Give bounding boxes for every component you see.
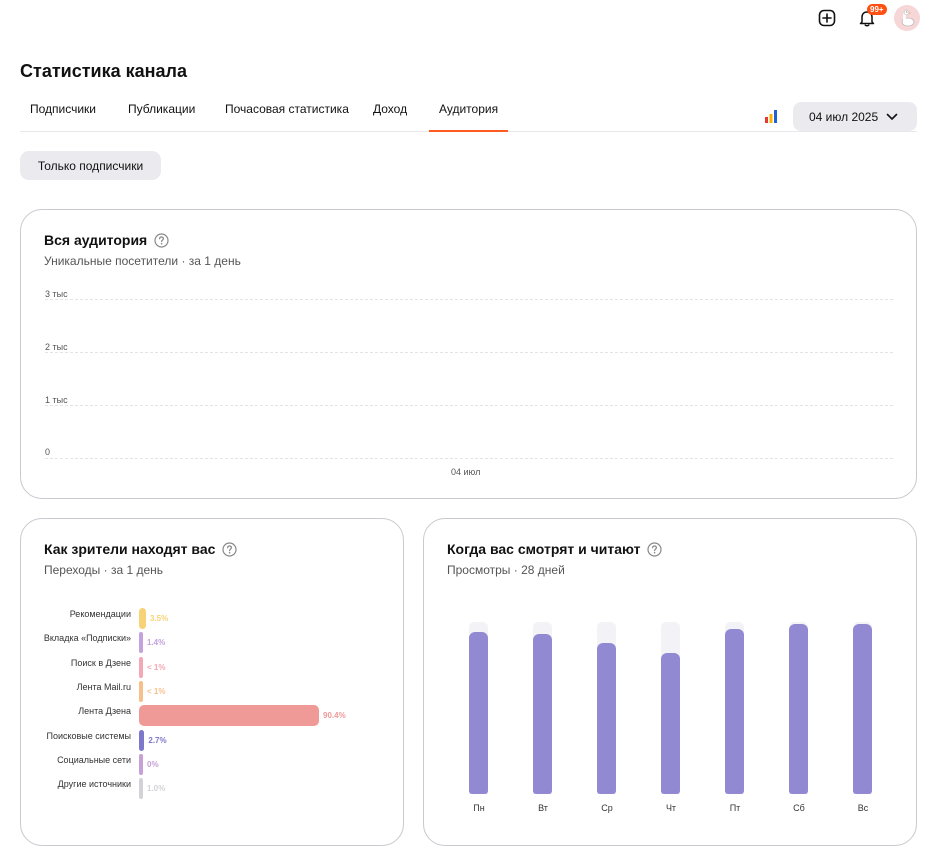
weekday-bar[interactable]	[597, 642, 616, 794]
source-value-label: 90.4%	[323, 711, 346, 721]
tab-subscribers[interactable]: Подписчики	[30, 102, 97, 116]
source-bar[interactable]	[139, 753, 143, 775]
source-value-label: 1.0%	[147, 784, 166, 794]
tabs-bar: Подписчики Публикации Почасовая статисти…	[20, 94, 917, 132]
tab-income[interactable]: Доход	[373, 102, 408, 116]
source-value-label: < 1%	[147, 686, 166, 696]
source-value-label: 2.7%	[148, 735, 167, 745]
weekday-bar[interactable]	[789, 623, 808, 794]
source-bar[interactable]	[139, 705, 319, 727]
chevron-down-icon	[886, 113, 898, 120]
top-bar: 99+	[814, 4, 920, 32]
source-label: Другие источники	[57, 779, 131, 790]
source-label: Лента Дзена	[78, 706, 131, 717]
source-bar[interactable]	[139, 656, 143, 678]
weekday-label: Ср	[601, 803, 613, 813]
source-label: Поиск в Дзене	[70, 657, 131, 668]
weekday-label: Вс	[857, 803, 869, 813]
gridline	[45, 352, 893, 353]
weekday-card-title: Когда вас смотрят и читают	[447, 541, 641, 557]
weekday-label: Сб	[793, 803, 805, 813]
source-bar[interactable]	[139, 680, 143, 702]
add-square-icon	[818, 9, 836, 27]
date-selector-label: 04 июл 2025	[809, 109, 879, 124]
audience-card: Вся аудитория Уникальные посетители · за…	[20, 209, 917, 499]
y-tick-label: 3 тыс	[45, 289, 68, 299]
audience-card-subtitle: Уникальные посетители · за 1 день	[44, 254, 241, 268]
tab-audience[interactable]: Аудитория	[428, 102, 509, 132]
source-label: Лента Mail.ru	[76, 681, 131, 692]
source-value-label: 1.4%	[147, 638, 166, 648]
weekday-label: Пт	[729, 803, 741, 813]
help-icon[interactable]	[154, 232, 169, 248]
weekday-bar[interactable]	[853, 623, 872, 794]
weekday-bar[interactable]	[661, 652, 680, 794]
weekday-label: Вт	[538, 803, 548, 813]
gridline	[45, 405, 893, 406]
source-bar[interactable]	[139, 778, 143, 800]
source-value-label: < 1%	[147, 662, 166, 672]
y-tick-label: 1 тыс	[45, 395, 68, 405]
goose-avatar-icon	[901, 9, 915, 27]
weekday-bar[interactable]	[725, 628, 744, 794]
source-label: Поисковые системы	[46, 730, 131, 741]
sources-card: Как зрители находят вас Переходы · за 1 …	[20, 518, 404, 846]
help-icon[interactable]	[222, 541, 237, 557]
help-icon[interactable]	[647, 541, 663, 557]
gridline	[45, 458, 893, 459]
tab-hourly-stats[interactable]: Почасовая статистика	[225, 102, 349, 116]
weekday-label: Пн	[473, 803, 485, 813]
source-bar[interactable]	[139, 608, 146, 629]
weekday-card-header: Когда вас смотрят и читают	[447, 541, 663, 557]
sources-card-subtitle: Переходы · за 1 день	[44, 563, 164, 577]
notifications-button[interactable]: 99+	[854, 4, 887, 31]
audience-card-title: Вся аудитория	[44, 232, 148, 248]
tab-publications[interactable]: Публикации	[128, 102, 196, 116]
x-tick-label: 04 июл	[451, 467, 481, 477]
source-label: Социальные сети	[57, 754, 131, 765]
notifications-badge: 99+	[867, 4, 887, 15]
weekday-label: Чт	[665, 803, 677, 813]
subscribers-only-filter[interactable]: Только подписчики	[20, 151, 161, 180]
weekday-bar[interactable]	[533, 634, 552, 794]
create-button[interactable]	[814, 5, 840, 31]
source-label: Вкладка «Подписки»	[43, 633, 131, 644]
source-bar[interactable]	[139, 729, 145, 751]
weekday-bar[interactable]	[469, 632, 488, 794]
source-value-label: 3.5%	[149, 614, 169, 623]
audience-card-header: Вся аудитория	[44, 232, 169, 248]
source-bar[interactable]	[139, 632, 143, 654]
y-tick-label: 0	[45, 447, 51, 457]
sources-card-title: Как зрители находят вас	[44, 541, 216, 557]
source-value-label: 0%	[147, 759, 159, 769]
weekday-card: Когда вас смотрят и читают Просмотры · 2…	[423, 518, 917, 846]
sources-card-header: Как зрители находят вас	[44, 541, 237, 557]
page-title: Статистика канала	[20, 61, 187, 81]
source-label: Рекомендации	[69, 609, 131, 619]
y-tick-label: 2 тыс	[45, 342, 68, 352]
date-selector[interactable]: 04 июл 2025	[793, 102, 917, 131]
avatar[interactable]	[894, 5, 920, 31]
gridline	[45, 299, 893, 300]
weekday-card-subtitle: Просмотры · 28 дней	[447, 563, 565, 577]
bar-chart-icon[interactable]	[764, 109, 778, 123]
